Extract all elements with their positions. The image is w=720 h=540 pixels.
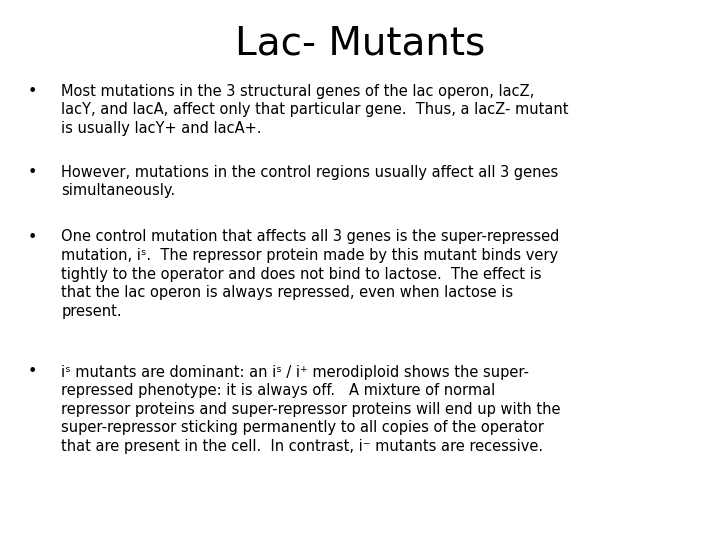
Text: However, mutations in the control regions usually affect all 3 genes
simultaneou: However, mutations in the control region… xyxy=(61,165,559,198)
Text: •: • xyxy=(27,230,37,245)
Text: •: • xyxy=(27,364,37,380)
Text: iˢ mutants are dominant: an iˢ / i⁺ merodiploid shows the super-
repressed pheno: iˢ mutants are dominant: an iˢ / i⁺ mero… xyxy=(61,364,561,454)
Text: Most mutations in the 3 structural genes of the lac operon, lacZ,
lacY, and lacA: Most mutations in the 3 structural genes… xyxy=(61,84,569,136)
Text: One control mutation that affects all 3 genes is the super-repressed
mutation, i: One control mutation that affects all 3 … xyxy=(61,230,559,319)
Text: Lac- Mutants: Lac- Mutants xyxy=(235,24,485,62)
Text: •: • xyxy=(27,165,37,180)
Text: •: • xyxy=(27,84,37,99)
